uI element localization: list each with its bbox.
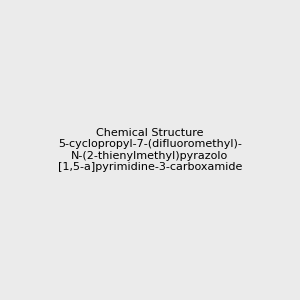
Text: Chemical Structure
5-cyclopropyl-7-(difluoromethyl)-
N-(2-thienylmethyl)pyrazolo: Chemical Structure 5-cyclopropyl-7-(difl… [58,128,242,172]
